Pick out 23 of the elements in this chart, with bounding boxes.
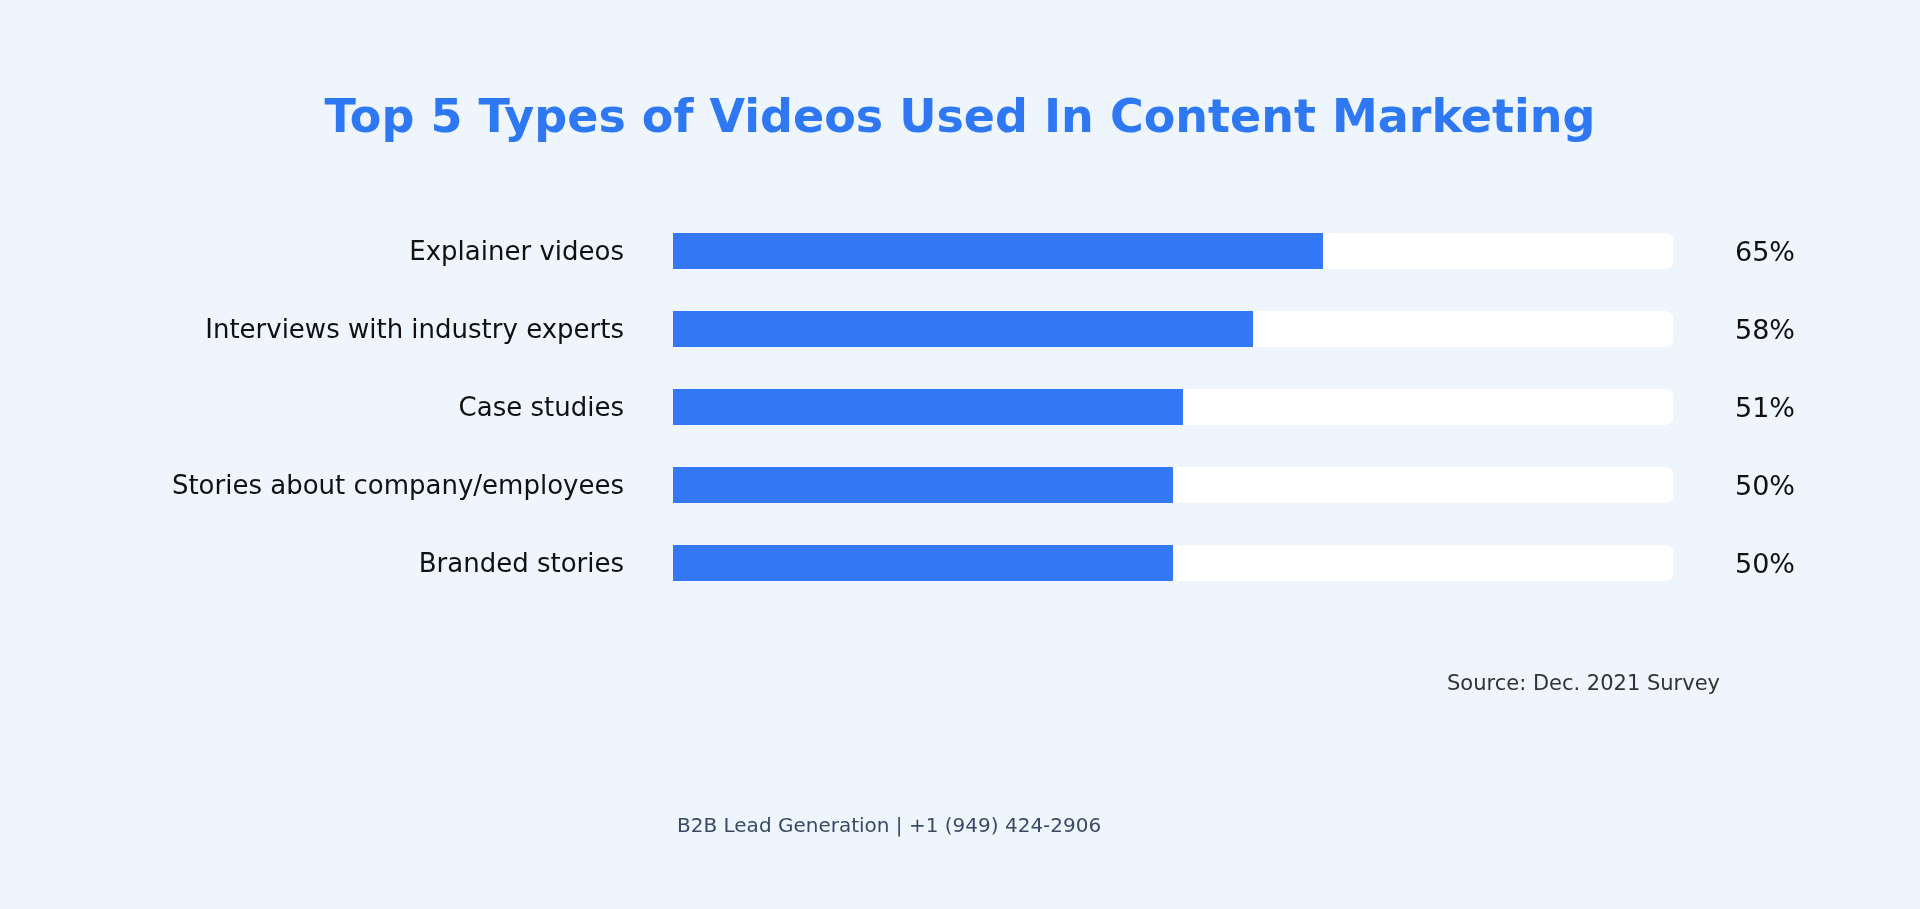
data-label: 50%: [1735, 470, 1796, 501]
text: B2B Lead Generation | +1 (949) 424-2906: [677, 813, 1102, 837]
bar: [673, 311, 1253, 347]
source-note: Source: Dec. 2021 Survey: [1447, 671, 1721, 695]
bar: [1323, 233, 1673, 269]
data-label: 50%: [1735, 548, 1796, 579]
bar: [673, 545, 1173, 581]
bar: [673, 467, 1173, 503]
bar: [1183, 389, 1673, 425]
chart-title: Top 5 Types of Videos Used In Content Marketing: [324, 89, 1596, 144]
bar: [673, 389, 1183, 425]
y-tick-label: Branded stories: [418, 548, 624, 579]
bar: [1173, 467, 1673, 503]
data-label: 58%: [1735, 314, 1796, 345]
bar: [673, 233, 1323, 269]
y-tick-label: Explainer videos: [409, 236, 624, 267]
data-label: 51%: [1735, 392, 1796, 423]
y-tick-label: Interviews with industry experts: [205, 314, 624, 345]
y-tick-label: Case studies: [458, 392, 624, 423]
y-tick-label: Stories about company/employees: [171, 470, 624, 501]
bar: [1173, 545, 1673, 581]
bar: [1253, 311, 1673, 347]
data-label: 65%: [1735, 236, 1796, 267]
